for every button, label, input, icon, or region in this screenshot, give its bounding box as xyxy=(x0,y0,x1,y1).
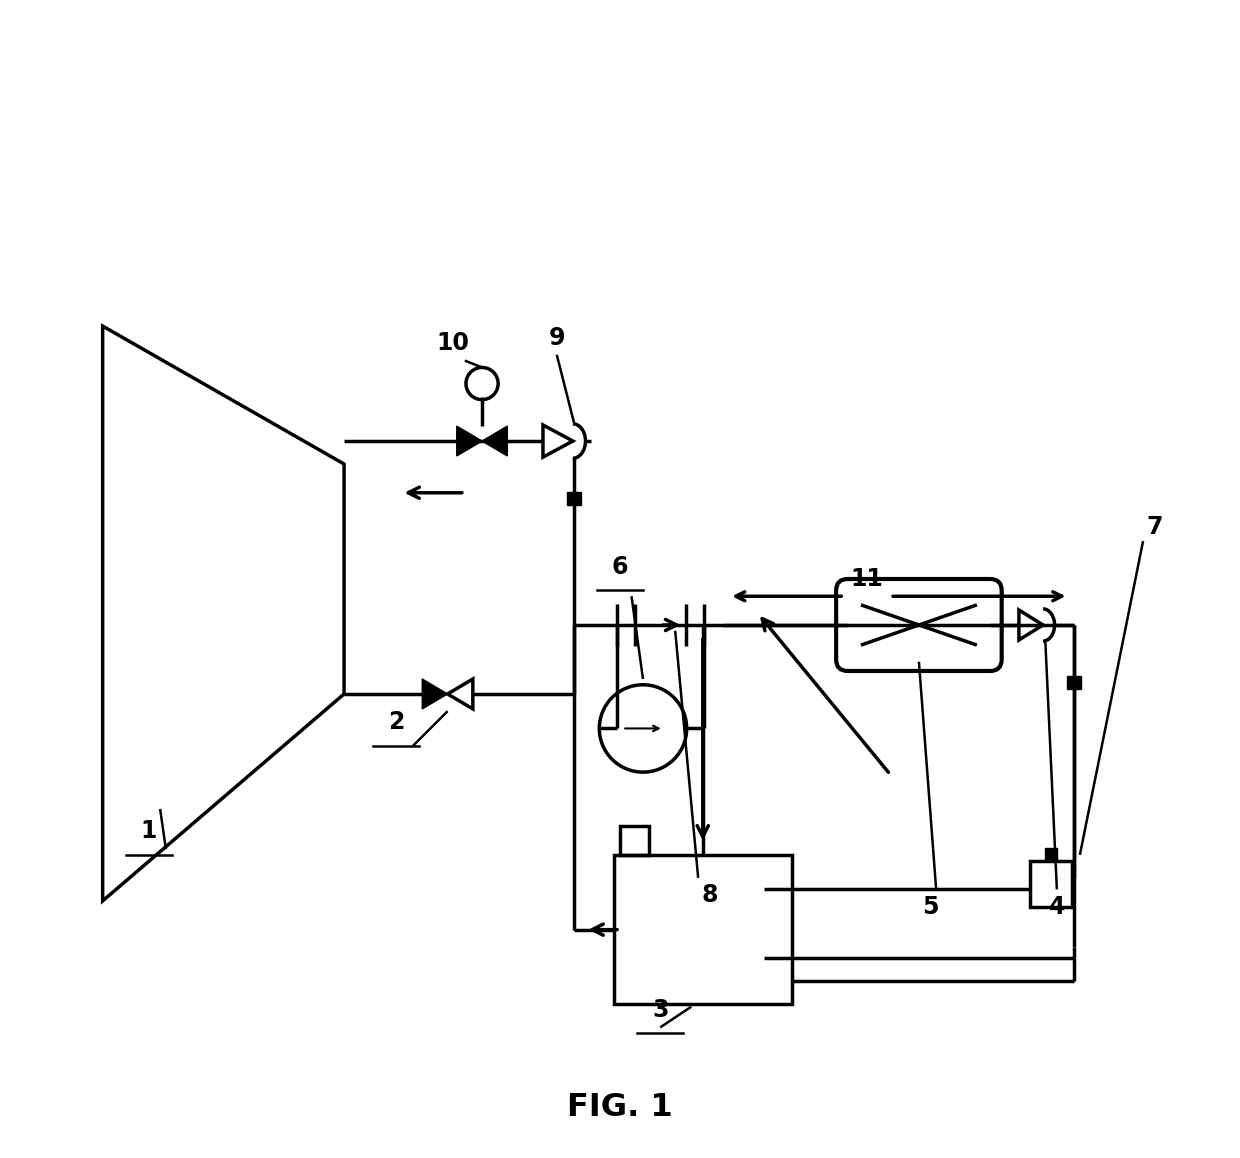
Bar xyxy=(1045,848,1056,859)
Text: FIG. 1: FIG. 1 xyxy=(567,1092,673,1123)
Bar xyxy=(567,492,580,505)
Polygon shape xyxy=(456,426,482,456)
Bar xyxy=(620,826,649,855)
Text: 9: 9 xyxy=(548,325,565,350)
Text: 6: 6 xyxy=(611,555,629,579)
Text: 8: 8 xyxy=(702,884,718,907)
Text: 3: 3 xyxy=(652,998,668,1021)
Bar xyxy=(1030,860,1071,907)
Bar xyxy=(1068,675,1081,689)
Text: 2: 2 xyxy=(388,710,404,734)
Text: 10: 10 xyxy=(436,331,470,356)
Polygon shape xyxy=(423,679,448,709)
Polygon shape xyxy=(482,426,507,456)
Text: 1: 1 xyxy=(140,820,156,843)
Text: 4: 4 xyxy=(1049,895,1065,918)
Text: 7: 7 xyxy=(1146,515,1163,540)
Text: 11: 11 xyxy=(851,567,884,591)
Text: 5: 5 xyxy=(923,895,939,918)
Bar xyxy=(614,855,792,1004)
